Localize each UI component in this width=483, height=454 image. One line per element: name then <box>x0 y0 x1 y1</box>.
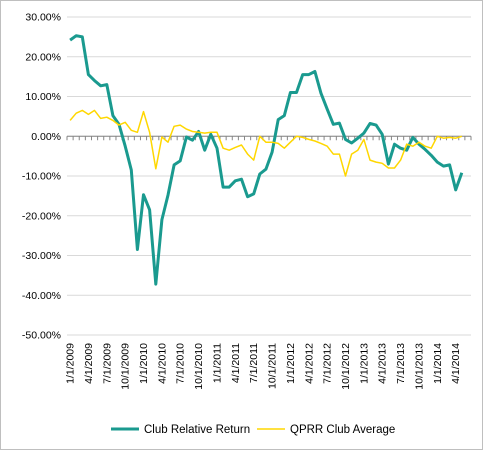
legend-label-qprr-club-average: QPRR Club Average <box>290 424 395 436</box>
x-tick-label: 1/1/2012 <box>285 343 297 384</box>
x-tick-label: 1/1/2014 <box>432 343 444 384</box>
x-tick-label: 1/1/2009 <box>65 343 77 384</box>
series-line-qprr-club-average <box>69 109 463 177</box>
y-tick-label: -10.00% <box>22 171 61 183</box>
y-tick-label: -20.00% <box>22 210 61 222</box>
x-tick-label: 4/1/2011 <box>230 343 242 383</box>
x-tick-label: 7/1/2010 <box>175 343 187 384</box>
x-tick-label: 1/1/2011 <box>211 343 223 383</box>
x-tick-label: 4/1/2013 <box>377 343 389 384</box>
x-tick-label: 10/1/2009 <box>120 343 132 390</box>
gridlines <box>67 16 471 336</box>
x-axis <box>66 135 472 141</box>
x-tick-label: 4/1/2014 <box>450 343 462 384</box>
y-tick-label: 0.00% <box>31 131 61 143</box>
x-tick-label: 7/1/2013 <box>395 343 407 384</box>
y-tick-label: 10.00% <box>25 91 61 103</box>
x-tick-label: 4/1/2012 <box>303 343 315 384</box>
y-tick-label: -50.00% <box>22 330 61 342</box>
x-tick-label: 1/1/2013 <box>358 343 370 384</box>
legend: Club Relative Return QPRR Club Average <box>111 424 395 436</box>
x-tick-label: 7/1/2012 <box>322 343 334 384</box>
x-tick-label: 10/1/2013 <box>413 343 425 390</box>
y-axis-ticks: 30.00% 20.00% 10.00% 0.00% -10.00% -20.00% -30… <box>22 12 61 342</box>
x-tick-label: 1/1/2010 <box>138 343 150 384</box>
x-tick-label: 7/1/2011 <box>248 343 260 383</box>
x-tick-label: 7/1/2009 <box>101 343 113 384</box>
y-tick-label: -40.00% <box>22 290 61 302</box>
series-line-club-relative-return <box>69 34 464 286</box>
x-tick-label: 4/1/2009 <box>83 343 95 384</box>
y-tick-label: -30.00% <box>22 250 61 262</box>
legend-label-club-relative-return: Club Relative Return <box>144 424 250 436</box>
series-lines <box>69 34 464 286</box>
x-tick-label: 10/1/2012 <box>340 343 352 390</box>
y-tick-label: 20.00% <box>25 51 61 63</box>
x-tick-label: 4/1/2010 <box>156 343 168 384</box>
x-tick-label: 10/1/2010 <box>193 343 205 390</box>
x-tick-label: 10/1/2011 <box>267 343 279 389</box>
y-tick-label: 30.00% <box>25 12 61 24</box>
x-axis-ticks: 1/1/2009 4/1/2009 7/1/2009 10/1/2009 1/1/201… <box>65 343 463 390</box>
